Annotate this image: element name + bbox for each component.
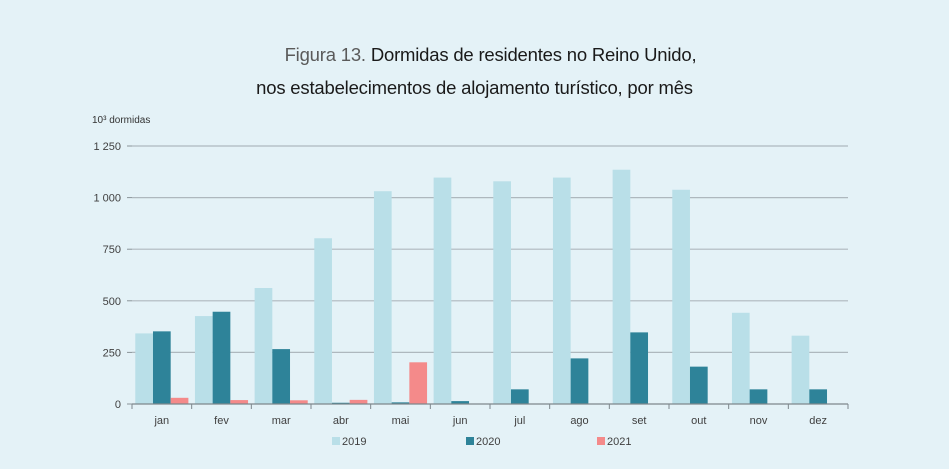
bar-2019-dez [791, 335, 810, 404]
bar-2020-ago [570, 358, 589, 404]
x-tick-label: dez [809, 415, 827, 427]
y-axis-ticks: 0 250 500 750 1 000 1 250 [93, 141, 132, 411]
bar-2021-fev [230, 400, 249, 404]
legend-swatch [466, 437, 474, 445]
x-tick-label: jun [452, 415, 468, 427]
y-tick-label: 500 [103, 296, 121, 308]
bar-2020-fev [212, 311, 231, 404]
bar-2021-abr [349, 399, 368, 404]
bar-2020-out [689, 366, 708, 404]
chart-title-line-2: nos estabelecimentos de alojamento turís… [256, 77, 693, 98]
x-axis: jan fev mar abr mai jun jul ago set out nov dez [131, 403, 849, 427]
x-tick-label: out [691, 415, 706, 427]
bar-2020-jul [510, 389, 529, 404]
bar-2020-mar [272, 349, 291, 404]
bar-2019-set [612, 169, 631, 404]
bar-2021-mar [290, 400, 308, 404]
legend-label: 2021 [607, 436, 631, 448]
legend-label: 2020 [476, 436, 500, 448]
bar-2019-abr [314, 238, 332, 404]
x-tick-label: abr [333, 415, 349, 427]
bar-2019-ago [552, 177, 571, 404]
figure-number: Figura 13. [284, 44, 366, 65]
bar-2019-jul [493, 181, 511, 404]
bar-2019-out [672, 189, 690, 404]
legend-swatch [597, 437, 605, 445]
y-tick-label: 750 [103, 244, 121, 256]
x-tick-label: jan [153, 415, 169, 427]
x-tick-label: mar [272, 415, 291, 427]
legend-swatch [332, 437, 340, 445]
x-tick-label: fev [214, 415, 229, 427]
bar-2021-jan [170, 397, 189, 404]
x-tick-label: set [632, 415, 647, 427]
bar-2019-mai [373, 191, 392, 404]
x-tick-label: jul [513, 415, 525, 427]
bar-2020-abr [331, 402, 350, 404]
bar-2019-jan [135, 333, 153, 404]
legend: 2019 2020 2021 [332, 436, 631, 448]
bars [135, 169, 828, 404]
x-tick-label: ago [570, 415, 588, 427]
legend-item-2019: 2019 [332, 436, 366, 448]
y-tick-label: 1 000 [93, 193, 121, 205]
bar-2020-jan [152, 331, 171, 404]
bar-2020-dez [809, 389, 828, 404]
x-tick-label: mai [392, 415, 410, 427]
bar-2020-mai [391, 402, 410, 404]
bar-2019-mar [254, 288, 273, 404]
chart-title-line-1: Figura 13. Dormidas de residentes no Rei… [0, 44, 949, 66]
bar-2021-mai [409, 362, 428, 404]
y-tick-label: 1 250 [93, 141, 121, 153]
y-tick-label: 250 [103, 347, 121, 359]
title-text-1: Dormidas de residentes no Reino Unido, [370, 44, 697, 65]
bar-2019-fev [194, 316, 213, 404]
bar-2020-nov [749, 389, 768, 404]
legend-item-2021: 2021 [597, 436, 631, 448]
bar-2020-jun [451, 401, 470, 404]
y-axis-unit-label: 10³ dormidas [92, 115, 151, 126]
legend-item-2020: 2020 [466, 436, 500, 448]
bar-2020-set [630, 332, 649, 404]
bar-2019-jun [433, 177, 452, 404]
gridlines [132, 145, 848, 353]
y-tick-label: 0 [115, 399, 121, 411]
legend-label: 2019 [342, 436, 366, 448]
bar-2019-nov [731, 312, 750, 404]
x-tick-label: nov [750, 415, 768, 427]
